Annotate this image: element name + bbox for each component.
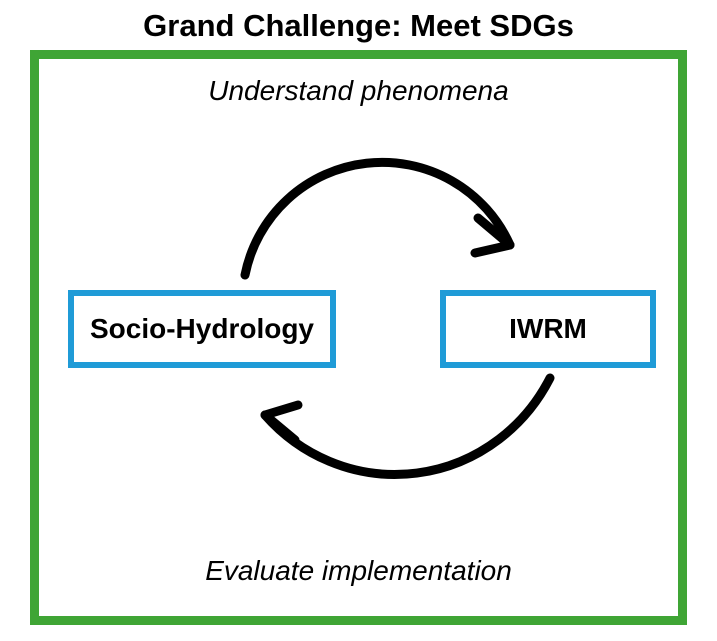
node-iwrm: IWRM	[440, 290, 656, 368]
arrow-bottom-arc	[265, 378, 550, 474]
arrow-top-arc	[245, 162, 510, 275]
node-socio-hydrology: Socio-Hydrology	[68, 290, 336, 368]
diagram-canvas: Grand Challenge: Meet SDGs Understand ph…	[0, 0, 717, 641]
label-bottom: Evaluate implementation	[0, 555, 717, 587]
